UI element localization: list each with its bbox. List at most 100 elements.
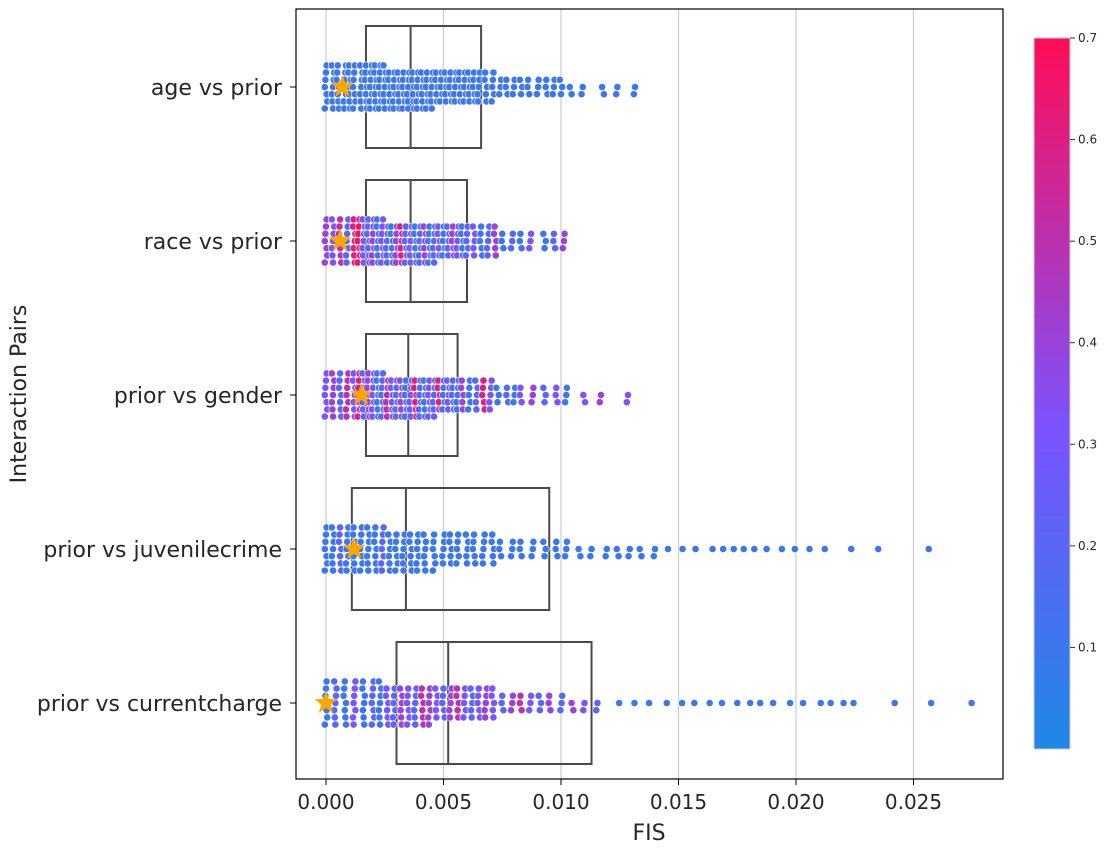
- swarm-point: [501, 83, 510, 91]
- swarm-point: [625, 545, 634, 553]
- swarm-point: [403, 691, 412, 700]
- swarm-point: [389, 713, 397, 722]
- swarm-point: [321, 383, 330, 392]
- swarm-point: [481, 90, 490, 99]
- swarm-point: [364, 566, 373, 575]
- swarm-point: [497, 237, 506, 245]
- swarm-point: [635, 545, 644, 553]
- swarm-point: [558, 83, 567, 91]
- swarm-point: [320, 104, 329, 113]
- swarm-point: [438, 691, 447, 700]
- swarm-point: [403, 720, 411, 729]
- swarm-point: [382, 684, 391, 693]
- swarm-point: [468, 545, 477, 553]
- swarm-point: [360, 720, 369, 729]
- swarm-point: [598, 83, 606, 91]
- swarm-point: [786, 699, 794, 707]
- swarm-point: [555, 75, 564, 84]
- swarm-point: [356, 537, 365, 546]
- swarm-point: [470, 552, 479, 561]
- swarm-point: [820, 545, 829, 553]
- x-tick-label: 0.000: [297, 790, 354, 814]
- swarm-point: [398, 552, 407, 561]
- swarm-point: [479, 376, 488, 385]
- swarm-point: [497, 699, 506, 707]
- swarm-point: [381, 691, 390, 700]
- swarm-point: [322, 68, 330, 77]
- swarm-point: [336, 398, 344, 407]
- swarm-point: [510, 83, 518, 91]
- swarm-point: [327, 398, 336, 407]
- swarm-point: [431, 684, 440, 693]
- swarm-point: [336, 523, 344, 532]
- swarm-point: [477, 222, 485, 231]
- swarm-point: [550, 229, 558, 238]
- swarm-point: [359, 677, 367, 686]
- swarm-point: [384, 552, 393, 561]
- swarm-point: [478, 383, 487, 392]
- swarm-point: [551, 545, 560, 553]
- swarm-point: [336, 369, 344, 378]
- swarm-point: [462, 237, 471, 245]
- swarm-point: [453, 684, 461, 693]
- swarm-point: [561, 552, 569, 561]
- swarm-point: [527, 552, 536, 561]
- swarm-point: [540, 552, 549, 561]
- swarm-point: [413, 545, 421, 553]
- swarm-point: [488, 75, 497, 84]
- swarm-point: [428, 545, 437, 553]
- swarm-point: [478, 391, 487, 399]
- highlight-star: [314, 691, 338, 713]
- swarm-point: [528, 391, 537, 399]
- colorbar-tick-label: 0.7: [1078, 31, 1097, 45]
- swarm-point: [458, 398, 467, 407]
- swarm-point: [411, 720, 420, 729]
- swarm-point: [412, 559, 421, 568]
- swarm-point: [526, 237, 535, 245]
- swarm-point: [421, 545, 430, 553]
- swarm-point: [379, 523, 388, 532]
- swarm-point: [335, 376, 344, 385]
- swarm-point: [399, 566, 408, 575]
- swarm-point: [580, 699, 589, 707]
- swarm-point: [541, 237, 550, 245]
- swarm-point: [425, 691, 434, 700]
- swarm-point: [587, 545, 596, 553]
- swarm-point: [330, 677, 339, 686]
- swarm-point: [327, 369, 336, 378]
- swarm-point: [629, 90, 638, 99]
- y-tick-label: age vs prior: [151, 76, 283, 101]
- swarm-point: [454, 552, 463, 561]
- swarm-point: [360, 691, 369, 700]
- swarm-point: [454, 530, 463, 539]
- swarm-point: [396, 684, 404, 693]
- swarm-point: [488, 530, 497, 539]
- swarm-point: [421, 566, 430, 575]
- swarm-point: [460, 699, 468, 707]
- swarm-point: [624, 552, 633, 561]
- swarm-point: [472, 405, 481, 414]
- swarm-point: [321, 75, 330, 84]
- swarm-point: [516, 229, 525, 238]
- swarm-point: [739, 545, 748, 553]
- swarm-point: [473, 90, 482, 99]
- swarm-point: [541, 83, 550, 91]
- swarm-point: [349, 699, 358, 707]
- swarm-point: [508, 545, 517, 553]
- swarm-point: [637, 552, 646, 561]
- swarm-point: [467, 706, 475, 715]
- swarm-point: [332, 75, 341, 84]
- swarm-point: [371, 523, 380, 532]
- swarm-point: [385, 559, 394, 568]
- swarm-point: [494, 391, 503, 399]
- swarm-point: [327, 523, 336, 532]
- colorbar-tick-label: 0.1: [1078, 640, 1097, 654]
- swarm-point: [478, 559, 487, 568]
- swarm-point: [391, 566, 400, 575]
- swarm-point: [480, 537, 488, 546]
- swarm-point: [367, 699, 376, 707]
- swarm-point: [349, 720, 358, 729]
- swarm-point: [515, 545, 524, 553]
- swarm-point: [413, 566, 421, 575]
- swarm-point: [459, 713, 468, 722]
